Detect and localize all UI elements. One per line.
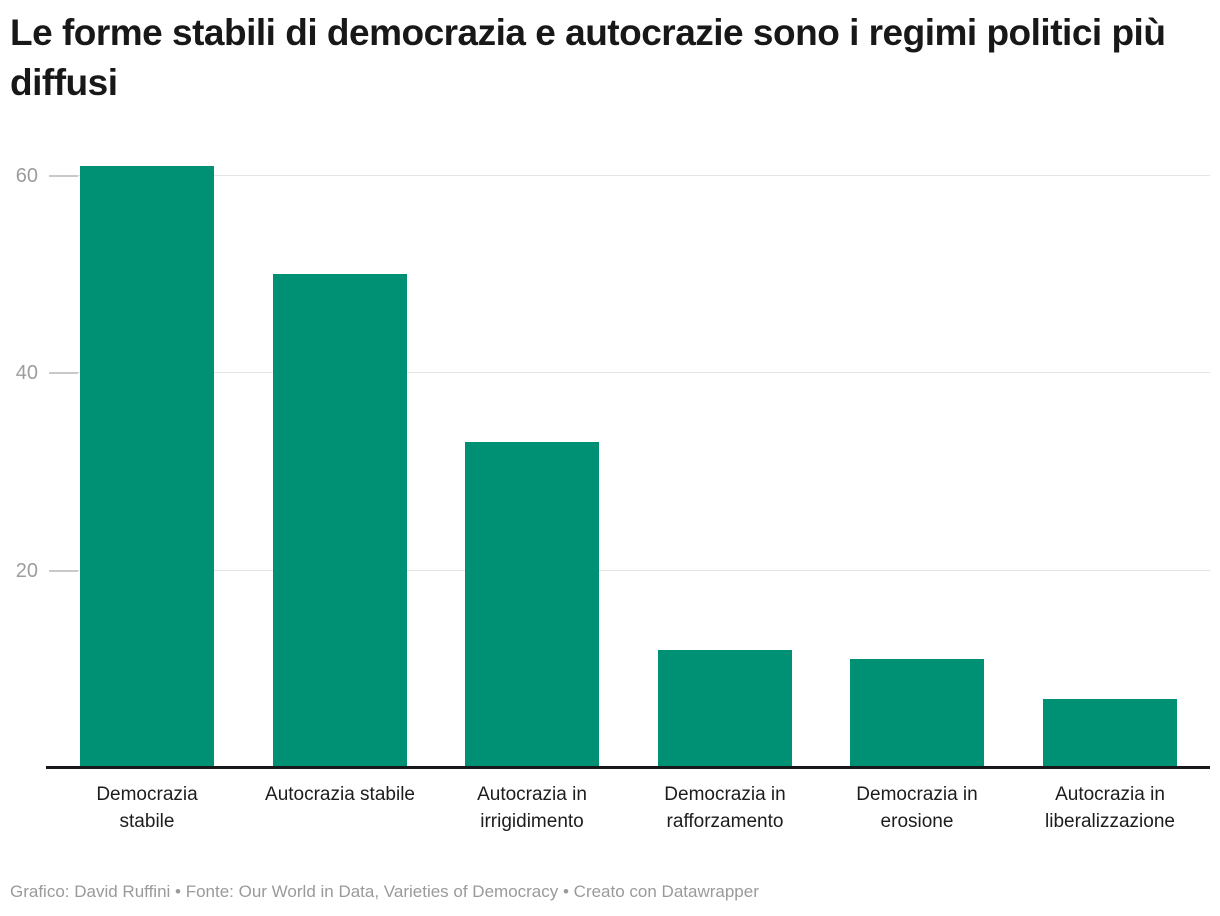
y-tick-label-60: 60 [15, 164, 38, 187]
y-tick-label-20: 20 [15, 559, 38, 582]
bar-1 [273, 274, 407, 768]
x-axis-labels: Democrazia stabile Autocrazia stabile Auto… [0, 781, 1220, 851]
y-gridline-20 [49, 569, 1210, 571]
y-tick-label-40: 40 [15, 362, 38, 385]
x-category-label-5: Autocrazia in liberalizzazione [1045, 784, 1175, 832]
x-category-label-2: Autocrazia in irrigidimento [477, 784, 587, 832]
x-axis-line [46, 766, 1210, 769]
y-tick-mark-40 [49, 372, 78, 375]
bar-2 [465, 442, 599, 768]
x-category-label-1: Autocrazia stabile [265, 784, 415, 805]
y-tick-mark-20 [49, 569, 78, 572]
y-tick-mark-60 [49, 174, 78, 177]
bar-5 [1043, 698, 1177, 768]
bar-4 [850, 659, 984, 768]
x-category-label-4: Democrazia in erosione [856, 784, 978, 832]
chart-footer: Grafico: David Ruffini • Fonte: Our Worl… [10, 882, 759, 901]
bar-0 [80, 165, 214, 768]
y-gridline-40 [49, 372, 1210, 374]
y-gridline-60 [49, 174, 1210, 176]
bar-chart-plot: 20 40 60 [0, 150, 1220, 769]
bar-3 [658, 649, 792, 768]
x-category-label-3: Democrazia in rafforzamento [664, 784, 786, 832]
x-category-label-0: Democrazia stabile [96, 784, 198, 832]
chart-title: Le forme stabili di democrazia e autocra… [10, 12, 1166, 103]
